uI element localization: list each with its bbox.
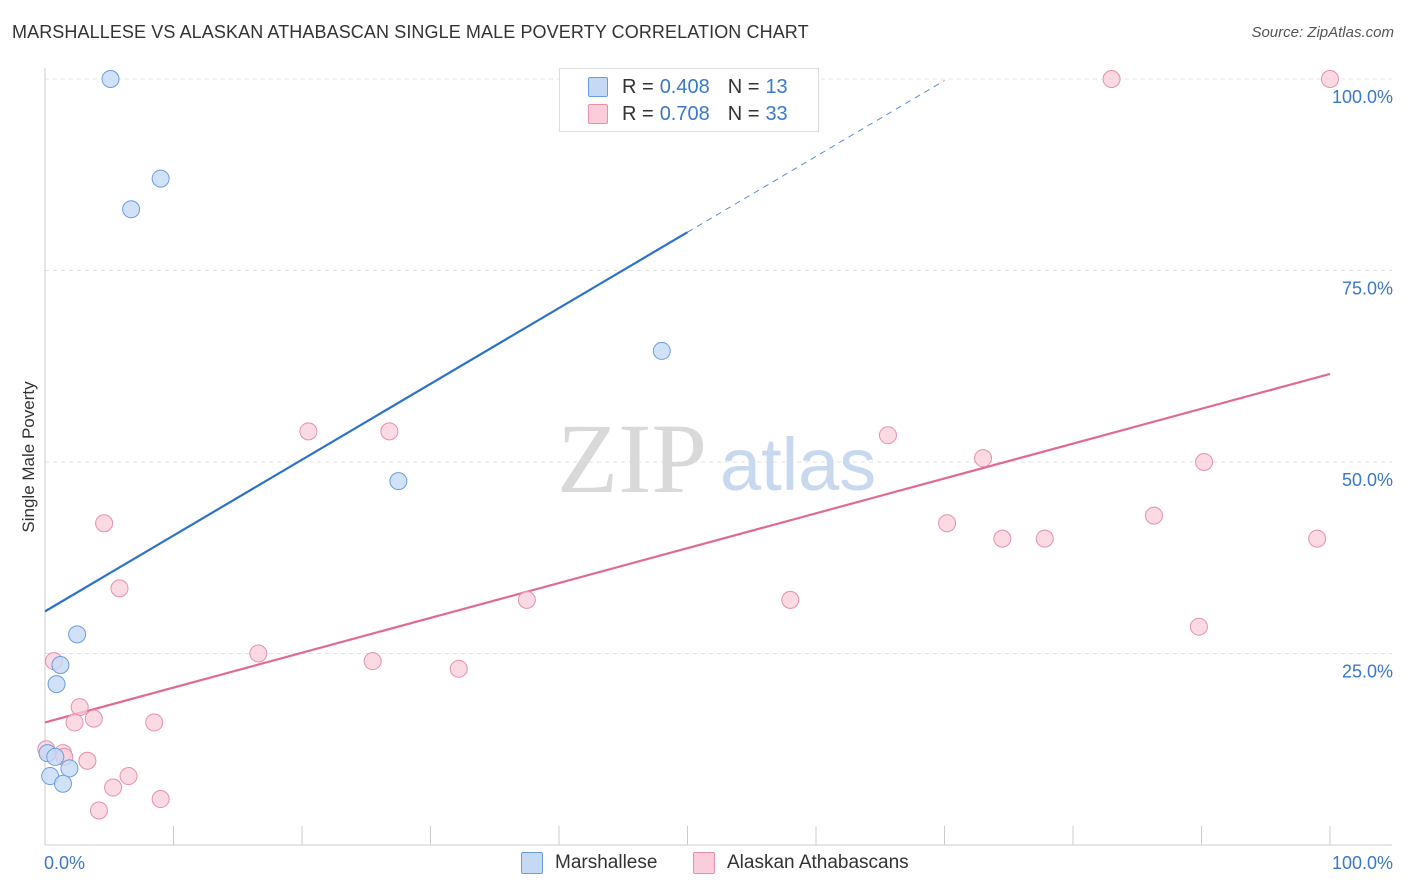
y-tick-label: 50.0% (1342, 470, 1393, 490)
point-alaskan (517, 590, 536, 609)
points-layer (37, 70, 1339, 820)
x-tick-label: 0.0% (44, 853, 85, 873)
point-marshallese (46, 747, 65, 766)
watermark-zip: ZIP (557, 403, 707, 514)
legend-r-label: R = (622, 75, 654, 98)
point-alaskan (1189, 617, 1208, 636)
point-alaskan (1321, 70, 1339, 88)
point-marshallese (60, 759, 79, 778)
point-alaskan (380, 422, 399, 441)
bottom-legend: Marshallese Alaskan Athabascans (0, 852, 1406, 876)
trendline-alaskan (44, 372, 1331, 724)
point-alaskan (449, 659, 468, 678)
point-marshallese (151, 169, 170, 188)
point-alaskan (1195, 453, 1214, 471)
point-alaskan (119, 767, 138, 786)
legend-swatch-blue (588, 77, 608, 97)
bottom-legend-swatch-pink (693, 852, 715, 874)
labels-layer: 25.0% 50.0% 75.0% 100.0% 0.0% 100.0% (44, 87, 1393, 873)
point-alaskan (78, 751, 97, 770)
legend-box: R = 0.408 N = 13 R = 0.708 N = 33 (559, 68, 819, 132)
point-alaskan (781, 590, 800, 609)
point-alaskan (151, 790, 170, 809)
legend-n-value: 33 (765, 102, 788, 125)
bottom-legend-swatch-blue (521, 852, 543, 874)
point-alaskan (993, 529, 1012, 548)
legend-row-alaskan: R = 0.708 N = 33 (588, 101, 788, 127)
point-alaskan (1035, 529, 1054, 548)
source-label: Source: ZipAtlas.com (1251, 24, 1394, 41)
y-tick-label: 75.0% (1342, 279, 1393, 299)
bottom-legend-marshallese: Marshallese (521, 852, 657, 874)
point-alaskan (95, 514, 114, 533)
chart-title: MARSHALLESE VS ALASKAN ATHABASCAN SINGLE… (12, 22, 809, 42)
point-alaskan (1102, 70, 1121, 88)
point-alaskan (938, 514, 957, 533)
point-marshallese (68, 625, 87, 644)
grid-layer (45, 78, 1392, 654)
point-marshallese (101, 70, 120, 88)
point-alaskan (104, 778, 123, 797)
point-marshallese (389, 472, 408, 491)
legend-swatch-pink (588, 104, 608, 124)
watermark: ZIP atlas (557, 403, 876, 514)
y-tick-label: 25.0% (1342, 662, 1393, 682)
watermark-atlas: atlas (720, 423, 876, 506)
legend-r-value: 0.708 (659, 102, 710, 125)
legend-r-label: R = (622, 102, 654, 125)
bottom-legend-alaskan: Alaskan Athabascans (693, 852, 909, 874)
legend-n-label: N = (727, 102, 760, 125)
legend-row-marshallese: R = 0.408 N = 13 (588, 74, 788, 100)
point-marshallese (47, 675, 66, 694)
point-marshallese (51, 655, 70, 674)
point-alaskan (1144, 506, 1163, 525)
point-alaskan (70, 698, 89, 717)
trendline-marshallese (44, 231, 689, 613)
legend-n-value: 13 (765, 75, 788, 98)
point-marshallese (652, 341, 671, 360)
x-tick-label: 100.0% (1332, 853, 1393, 873)
y-tick-label: 100.0% (1332, 87, 1393, 107)
trend-layer (44, 80, 1331, 724)
point-alaskan (1308, 529, 1327, 548)
point-alaskan (89, 801, 108, 820)
point-marshallese (122, 200, 141, 219)
legend-n-label: N = (727, 75, 760, 98)
point-alaskan (974, 449, 993, 468)
point-alaskan (363, 652, 382, 671)
point-alaskan (84, 709, 103, 728)
trendline-marshallese-extended (687, 80, 945, 233)
point-alaskan (878, 426, 897, 445)
point-marshallese (53, 774, 72, 793)
bottom-legend-label: Alaskan Athabascans (727, 852, 909, 873)
bottom-legend-label: Marshallese (555, 852, 658, 873)
point-alaskan (65, 713, 84, 732)
point-alaskan (110, 579, 129, 598)
legend-r-value: 0.408 (659, 75, 710, 98)
point-alaskan (249, 644, 268, 663)
point-alaskan (145, 713, 164, 732)
point-alaskan (299, 422, 318, 441)
y-axis-label: Single Male Poverty (19, 381, 38, 533)
axes-layer (44, 68, 1392, 846)
